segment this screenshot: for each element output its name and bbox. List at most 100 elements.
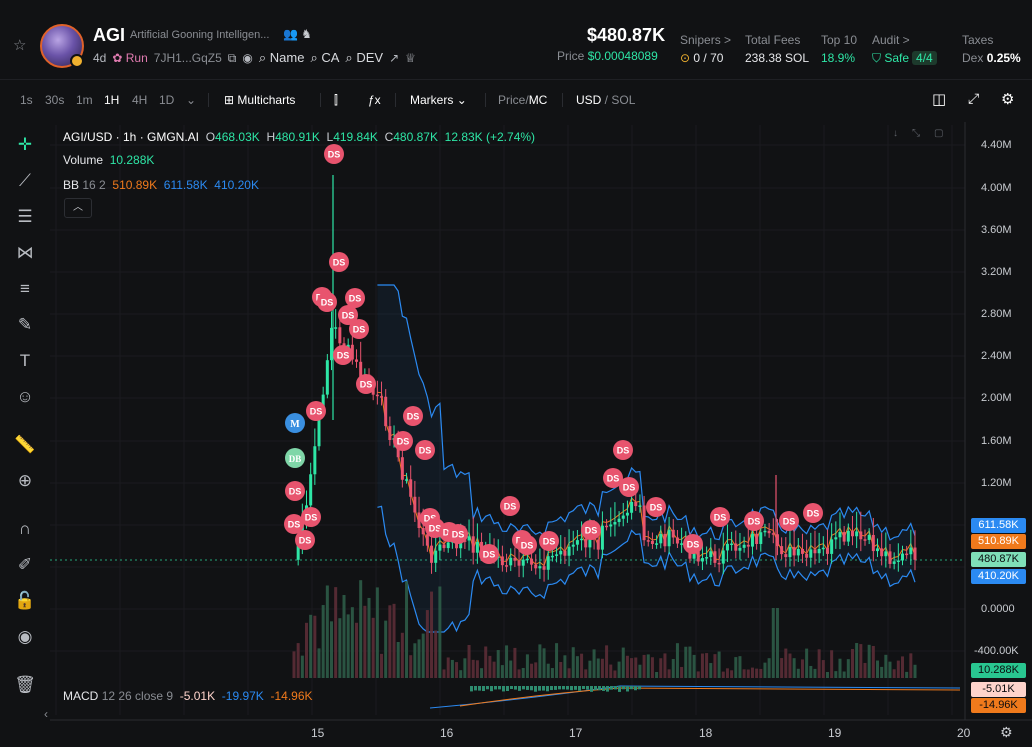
candle-body [542,566,546,570]
price-mc-toggle[interactable]: Price/MC [498,93,548,107]
fees-label: Total Fees [745,33,801,47]
horizontal-lines-icon[interactable]: ☰ [17,207,33,226]
macd-histogram-bar [618,686,621,692]
ds-marker-label: DS [516,536,529,546]
volume-bar [513,647,517,678]
volume-bar [792,658,796,678]
candle-body [592,536,596,540]
ds-marker-icon [306,401,326,421]
candle-body [742,544,746,548]
favorite-star-icon[interactable]: ☆ [13,37,27,54]
volume-bar [784,648,788,678]
axis-settings-gear-icon[interactable]: ⚙ [1000,724,1013,740]
volume-bar [663,653,667,678]
external-link-icon[interactable]: ↗ [389,51,400,65]
volume-legend: Volume 10.288K [63,153,154,167]
zoom-in-icon[interactable]: ⊕ [17,471,33,490]
macd-histogram-bar [526,686,529,690]
interval-4h[interactable]: 4H [132,93,148,107]
copy-icon[interactable]: ⧉ [227,50,237,65]
candle-body [905,553,909,556]
ca-search-link[interactable]: ⌕ CA [310,50,340,65]
fib-levels-icon[interactable]: ≡ [20,279,30,298]
volume-bar [446,657,450,678]
macd-histogram-bar [570,686,573,691]
candle-body [867,534,871,540]
candle-body [634,501,638,507]
volume-bar [592,649,596,678]
volume-bar [767,658,771,678]
candle-body [375,394,379,397]
candle-body [838,532,842,538]
ohlc-close: 480.87K [393,130,438,144]
candle-body [796,548,800,556]
ds-marker-label: DS [353,325,366,335]
brush-icon[interactable]: ✎ [17,315,33,334]
unlock-icon[interactable]: 🔓 [14,591,36,610]
volume-bar [892,669,896,678]
indicators-fx-icon[interactable]: ƒx [368,93,381,107]
social-icon[interactable]: ◉ [242,51,253,65]
interval-1h[interactable]: 1H [104,93,120,107]
ruler-icon[interactable]: 📏 [14,435,36,454]
candle-body [767,530,771,534]
volume-bar [705,653,709,678]
audit-stat[interactable]: Audit > ⛉ Safe 4/4 [872,33,937,66]
crown-icon[interactable]: ♕ [405,51,416,65]
ds-marker-label: DS [328,150,341,160]
interval-dropdown-chevron-icon[interactable]: ⌄ [186,93,197,107]
ds-marker-icon [349,319,369,339]
pane-down-icon[interactable]: ↓ [893,128,898,139]
collapse-tools-chevron-icon[interactable]: ‹ [44,707,48,721]
interval-30s[interactable]: 30s [45,93,65,107]
currency-toggle[interactable]: USD / SOL [576,93,636,107]
eye-visibility-icon[interactable]: ◉ [17,627,33,646]
pane-collapse-icon[interactable]: ⤡ [912,128,920,139]
volume-bar [375,587,379,678]
markers-dropdown[interactable]: Markers ⌄ [410,93,467,107]
emoji-icon[interactable]: ☺ [16,387,34,406]
interval-1m[interactable]: 1m [76,93,93,107]
candle-body [321,394,325,410]
volume-bar [305,622,309,678]
ohlc-legend: AGI/USD · 1h · GMGN.AI O468.03K H480.91K… [63,130,535,144]
magnet-icon[interactable]: ∩ [18,519,32,538]
candle-body [775,534,779,547]
interval-1d[interactable]: 1D [159,93,175,107]
ds-marker-label: DS [321,298,334,308]
legend-collapse-chevron-icon[interactable]: ︿ [64,198,92,218]
settings-gear-icon[interactable]: ⚙ [1001,91,1015,108]
volume-bar [521,667,525,678]
candle-body [884,551,888,557]
text-tool-icon[interactable]: T [19,351,31,370]
snipers-stat[interactable]: Snipers > ⊙ 0 / 70 [680,33,731,65]
volume-bar [455,662,459,678]
dev-search-link[interactable]: ⌕ DEV [345,50,384,65]
crosshair-icon[interactable]: ✛ [17,135,33,154]
lock-drawing-icon[interactable]: ✐ [17,555,33,574]
trash-icon[interactable]: 🗑 [14,675,36,694]
pane-restore-icon[interactable]: ▢ [934,128,944,139]
ds-marker-icon [448,524,468,544]
multicharts-button[interactable]: ⊞ Multicharts [224,93,295,107]
macd-histogram-bar [530,686,533,691]
snipers-label: Snipers > [680,33,732,47]
interval-1s[interactable]: 1s [20,93,33,107]
pattern-icon[interactable]: ⋈ [16,243,34,262]
ohlc-open: 468.03K [215,130,260,144]
fullscreen-icon[interactable]: ⤢ [968,90,980,106]
ds-marker-label: DS [443,528,456,538]
volume-bar [555,643,559,678]
toolbar-divider [208,93,209,107]
token-avatar[interactable] [40,24,84,68]
candle-body [517,560,521,566]
name-search-link[interactable]: ⌕ Name [258,50,305,65]
candle-type-icon[interactable]: ⫿ [334,93,338,107]
volume-bar [842,671,846,678]
trend-line-icon[interactable]: ⟋ [19,171,31,190]
candle-body [434,550,438,563]
screenshot-camera-icon[interactable]: ◫ [932,91,947,108]
candle-body [680,543,684,545]
ds-marker-icon [710,507,730,527]
